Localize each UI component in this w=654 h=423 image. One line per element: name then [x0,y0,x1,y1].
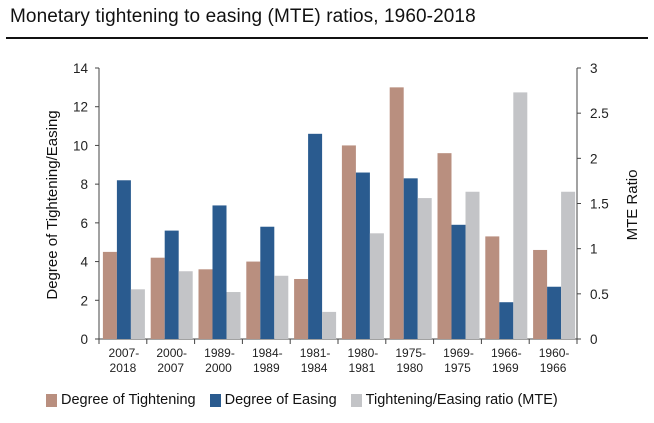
legend-label-ratio: Tightening/Easing ratio (MTE) [365,392,558,408]
legend-item-ratio: Tightening/Easing ratio (MTE) [350,392,558,408]
x-tick-label: 2007- [109,346,140,360]
y-tick-label: 10 [73,138,88,153]
y2-tick-label: 2 [590,151,598,166]
x-tick-label: 2007 [157,361,184,375]
bar-easing [260,226,275,339]
y-tick-label: 4 [80,255,88,270]
legend-swatch-ratio [350,393,362,407]
x-tick-label: 1969 [492,361,519,375]
bar-ratio [130,289,145,339]
x-tick-label: 1989- [204,346,235,360]
bar-ratio [369,233,384,339]
y-axis-label: Degree of Tightening/Easing [44,110,61,299]
y-tick-label: 2 [80,293,88,308]
x-tick-label: 2000 [205,361,232,375]
bar-ratio [274,275,289,339]
bar-tightening [485,236,500,339]
bar-easing [403,178,418,339]
bar-tightening [294,278,309,339]
bar-tightening [198,269,213,339]
bar-easing [499,302,514,339]
chart-svg: 0246810121400.511.522.532007-20182000-20… [44,61,641,375]
x-tick-label: 1975 [444,361,471,375]
bar-ratio [417,198,432,339]
x-tick-label: 1969- [443,346,474,360]
bar-easing [164,230,179,339]
bar-ratio [322,311,337,339]
bar-tightening [102,251,117,339]
bar-ratio [178,271,193,339]
legend-item-easing: Degree of Easing [209,392,337,408]
y2-tick-label: 0.5 [590,287,609,302]
y2-axis-label: MTE Ratio [624,170,641,241]
y-tick-label: 6 [80,216,88,231]
y2-tick-label: 0 [590,332,598,347]
bar-easing [116,180,131,339]
y-tick-label: 14 [73,61,89,76]
x-tick-label: 1966- [491,346,522,360]
bar-easing [451,224,466,339]
bar-ratio [226,292,241,339]
x-tick-label: 1989 [253,361,280,375]
bar-easing [212,205,227,339]
legend-label-tightening: Degree of Tightening [61,392,196,408]
y2-tick-label: 2.5 [590,106,609,121]
legend-item-tightening: Degree of Tightening [46,392,196,408]
chart-title: Monetary tightening to easing (MTE) rati… [10,6,476,27]
bar-tightening [533,249,548,339]
bar-tightening [437,153,452,339]
y2-tick-label: 1 [590,242,598,257]
legend-swatch-easing [209,393,221,407]
x-tick-label: 2018 [110,361,137,375]
bar-ratio [561,191,576,339]
legend: Degree of Tightening Degree of Easing Ti… [46,392,558,408]
y2-tick-label: 3 [590,61,598,76]
y-tick-label: 12 [73,100,88,115]
y-tick-label: 0 [80,332,88,347]
y-tick-label: 8 [80,177,88,192]
y2-tick-label: 1.5 [590,197,609,212]
bar-easing [547,286,562,339]
bar-ratio [465,191,480,339]
bar-tightening [246,261,261,339]
title-rule [6,37,648,39]
legend-swatch-tightening [46,393,57,407]
x-tick-label: 1981- [300,346,331,360]
bar-easing [308,133,323,339]
x-tick-label: 1975- [395,346,426,360]
x-tick-label: 1980 [396,361,423,375]
bar-tightening [389,87,404,339]
x-tick-label: 1980- [348,346,379,360]
bar-tightening [341,145,356,339]
bars [102,87,576,339]
x-tick-label: 1984- [252,346,283,360]
x-tick-label: 1981 [349,361,376,375]
bar-tightening [150,257,165,339]
bar-ratio [513,92,528,339]
x-tick-label: 1960- [539,346,570,360]
x-tick-label: 1966 [540,361,567,375]
x-tick-label: 2000- [156,346,187,360]
bar-easing [355,172,370,339]
x-tick-label: 1984 [301,361,328,375]
legend-label-easing: Degree of Easing [224,392,337,408]
axes: 0246810121400.511.522.532007-20182000-20… [73,61,609,375]
